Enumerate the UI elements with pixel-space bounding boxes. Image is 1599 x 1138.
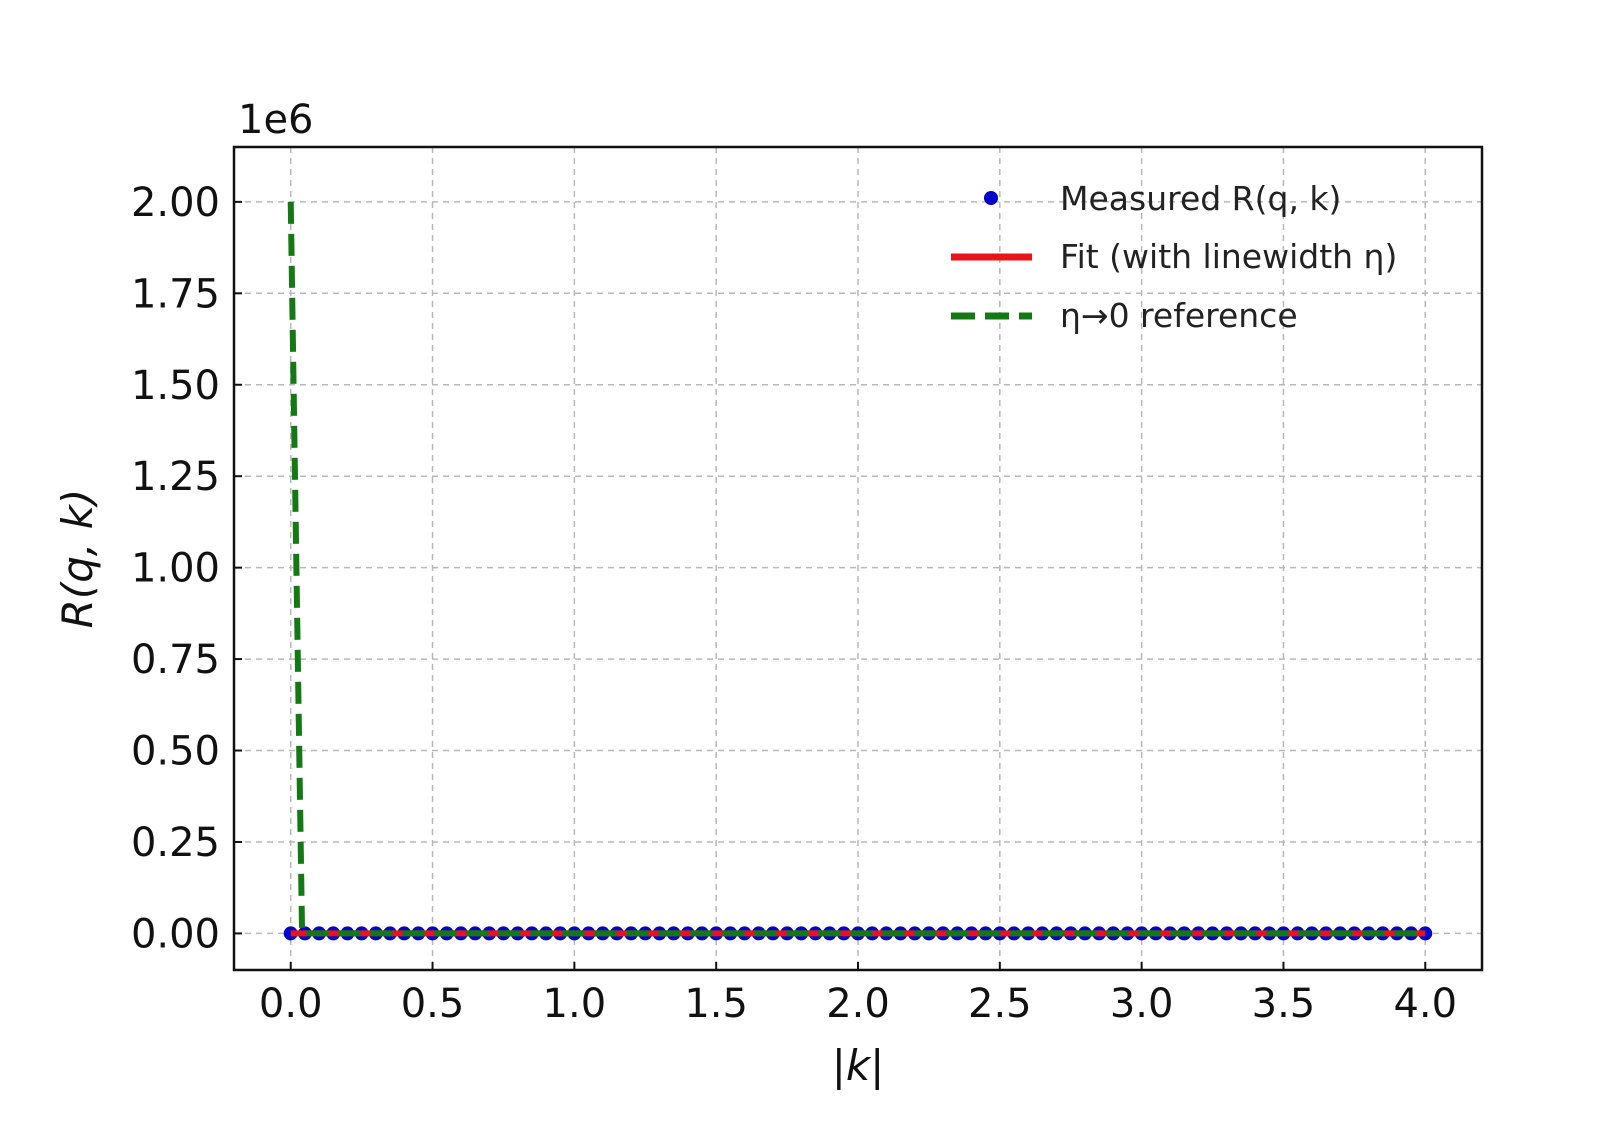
y-tick-label: 1.25 — [131, 454, 220, 500]
legend-entry-measured: Measured R(q, k) — [984, 179, 1341, 218]
y-tick-label: 1.00 — [131, 546, 220, 592]
x-tick-label: 2.0 — [826, 981, 890, 1027]
legend-label-measured: Measured R(q, k) — [1060, 179, 1341, 218]
x-tick-label: 0.5 — [401, 981, 465, 1027]
legend-label-reference: η→0 reference — [1060, 296, 1298, 335]
y-tick-label: 2.00 — [131, 180, 220, 226]
y-tick-label: 0.00 — [131, 911, 220, 957]
legend-marker-measured-dot — [984, 191, 998, 205]
x-axis-title: |k| — [832, 1041, 885, 1090]
x-tick-label: 2.5 — [968, 981, 1032, 1027]
y-tick-label: 1.50 — [131, 363, 220, 409]
legend-entry-fit: Fit (with linewidth η) — [951, 237, 1397, 276]
legend-entry-reference: η→0 reference — [951, 296, 1298, 335]
y-tick-label: 1.75 — [131, 271, 220, 317]
x-tick-label: 3.0 — [1110, 981, 1174, 1027]
legend: Measured R(q, k) Fit (with linewidth η) … — [951, 179, 1397, 335]
y-axis-offset-label: 1e6 — [238, 97, 314, 143]
x-tick-label: 0.0 — [259, 981, 323, 1027]
data-layer — [283, 201, 1433, 941]
reference-line — [287, 201, 1426, 937]
y-axis-title: R(q, k) — [53, 489, 102, 629]
ticks-layer: 0.0 0.5 1.0 1.5 2.0 2.5 3.0 3.5 4.0 0.00 0.25 0.50 0… — [131, 180, 1457, 1027]
x-tick-label: 1.0 — [543, 981, 607, 1027]
x-tick-label: 3.5 — [1252, 981, 1316, 1027]
y-tick-label: 0.75 — [131, 637, 220, 683]
y-tick-label: 0.25 — [131, 820, 220, 866]
legend-label-fit: Fit (with linewidth η) — [1060, 237, 1397, 276]
y-tick-label: 0.50 — [131, 729, 220, 775]
x-tick-label: 4.0 — [1393, 981, 1457, 1027]
x-tick-label: 1.5 — [684, 981, 748, 1027]
